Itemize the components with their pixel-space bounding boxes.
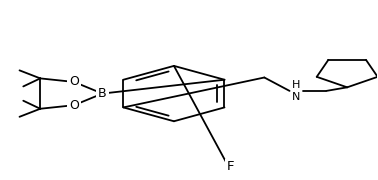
Text: B: B [98, 87, 107, 100]
Text: O: O [69, 99, 79, 112]
Text: O: O [69, 75, 79, 88]
Text: H
N: H N [292, 80, 301, 102]
Text: F: F [227, 160, 234, 173]
